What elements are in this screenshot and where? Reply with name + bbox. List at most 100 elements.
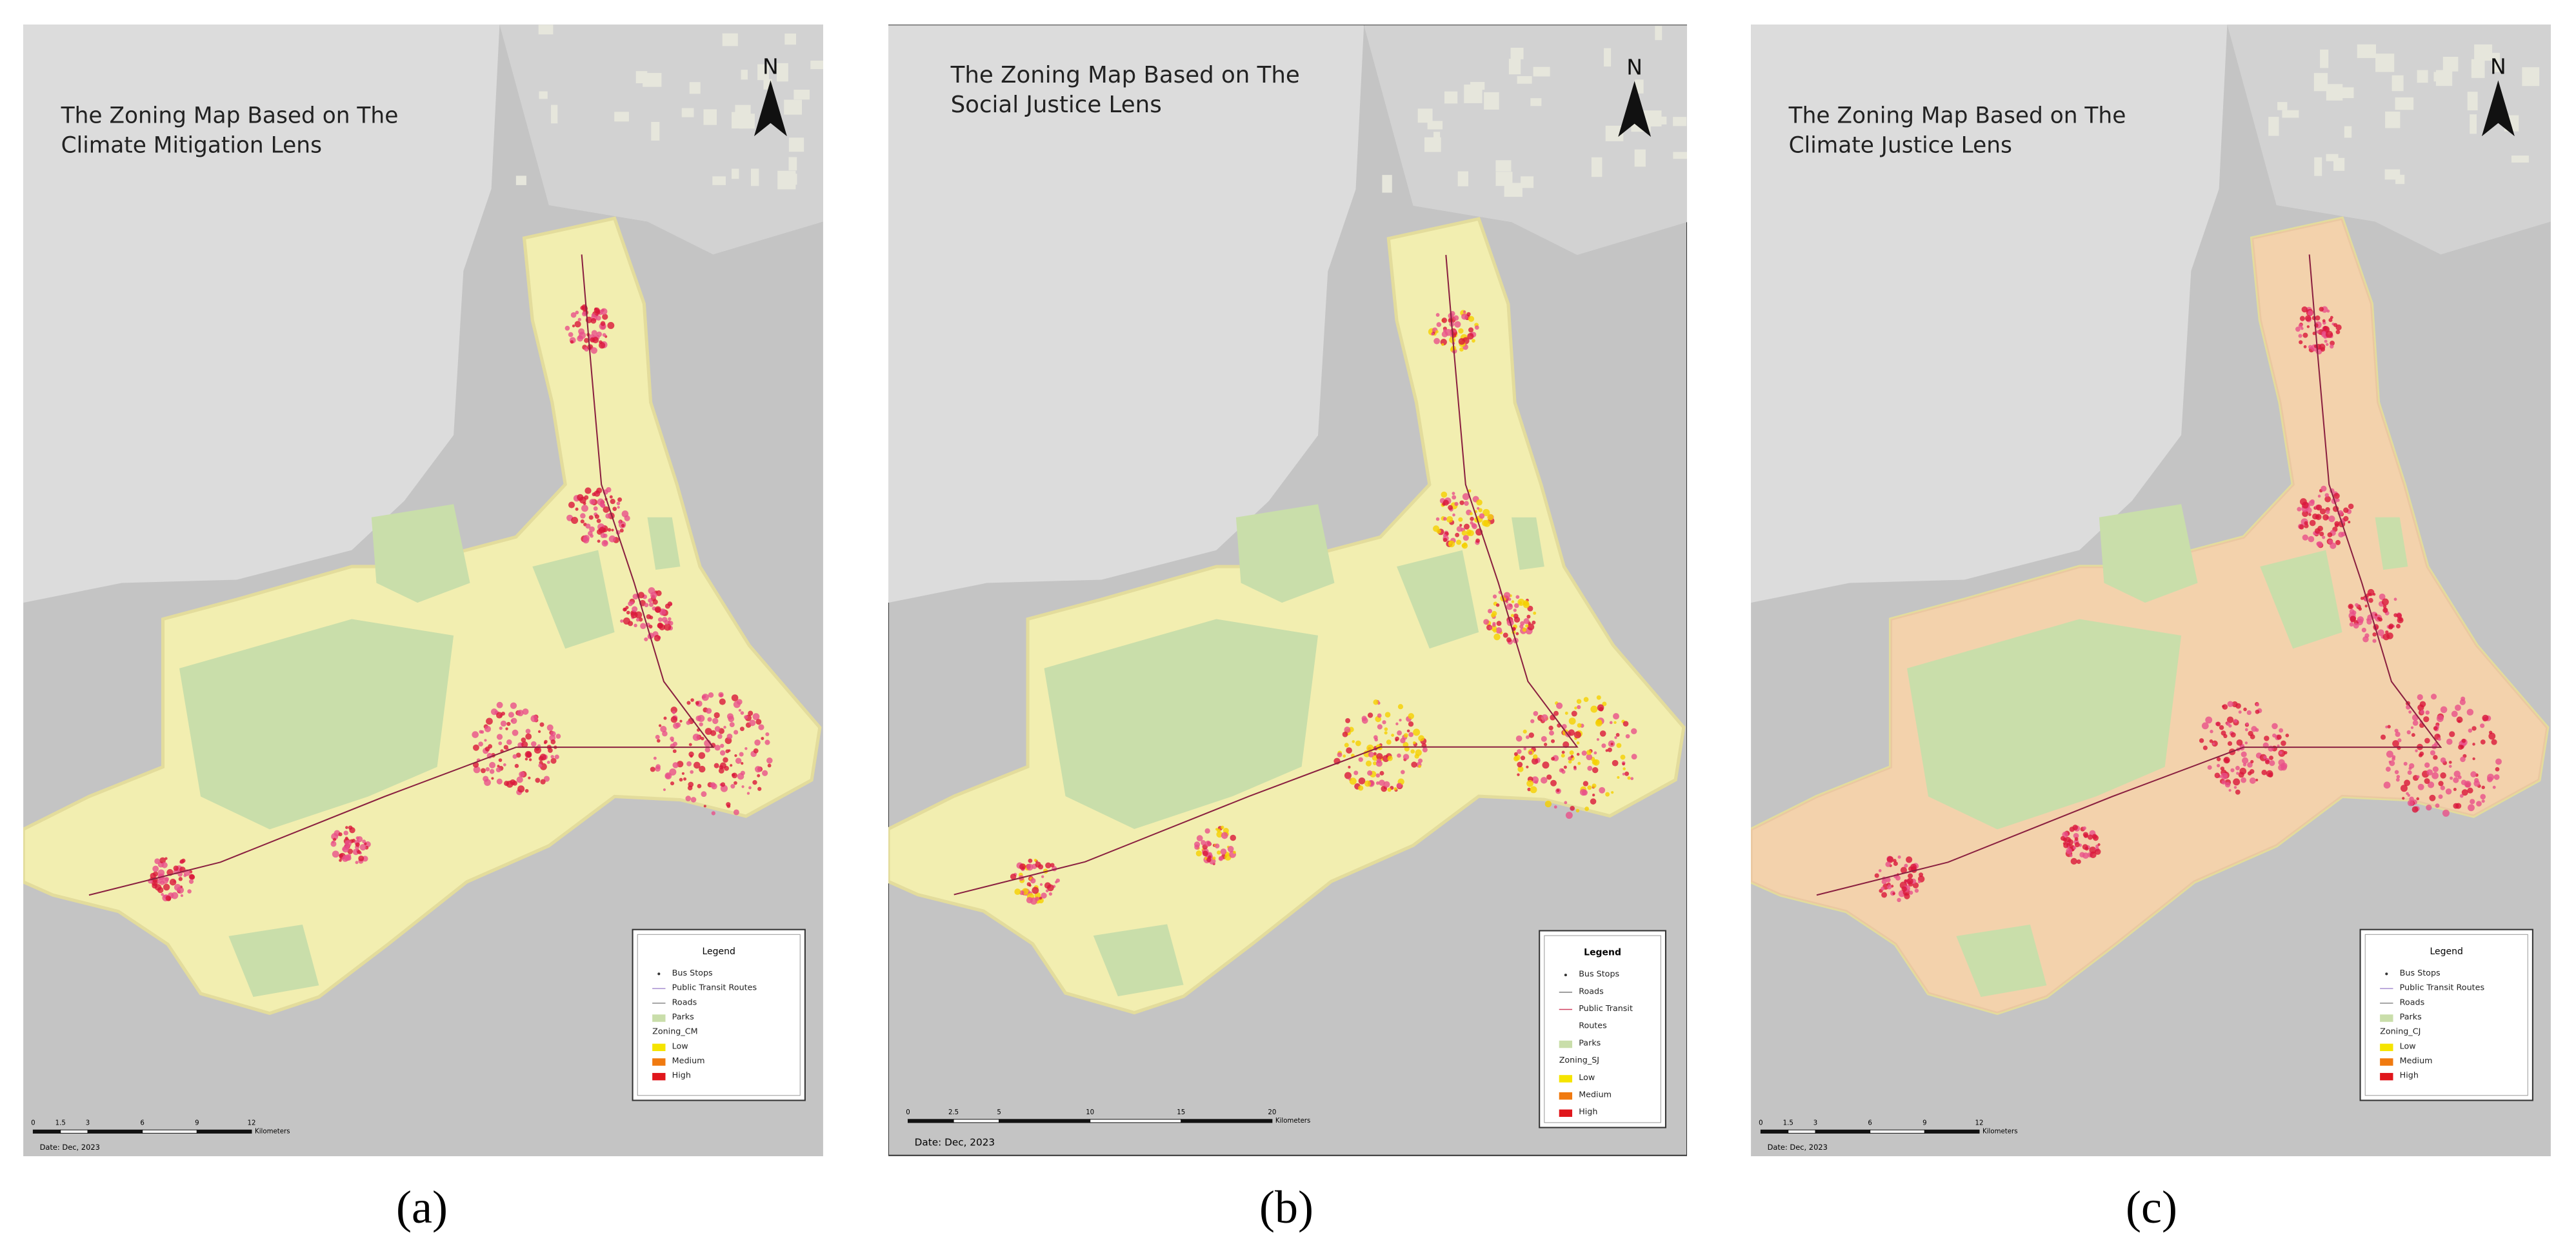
zone-spot [2226,716,2234,723]
zone-spot [2420,710,2424,714]
land-patch [1591,157,1603,177]
zone-spot [2244,741,2248,745]
zone-spot [2395,731,2401,737]
land [1364,25,1687,256]
zone-spot [1528,732,1534,738]
zone-spot [525,728,531,734]
zone-spot [588,515,594,520]
zone-spot [1413,728,1421,736]
land-patch [1530,98,1542,106]
zone-spot [718,692,724,697]
zone-spot [730,764,733,767]
zone-spot [672,749,677,754]
legend-item: Parks [672,1012,694,1021]
zone-spot [2072,846,2077,850]
zone-spot [1541,736,1547,742]
zone-spot [592,337,599,344]
zone-spot [667,601,673,606]
zone-spot [2230,732,2236,738]
zone-spot [1622,721,1629,727]
zone-spot [1514,603,1519,608]
zone-spot [600,308,608,316]
zone-spot [695,701,699,705]
zone-spot [2460,756,2466,763]
zone-spot [734,730,739,735]
zone-spot [1515,735,1523,742]
zone-spot [584,487,592,494]
zone-spot [1583,781,1589,787]
zone-spot [1900,867,1908,874]
zone-spot [2461,789,2468,796]
zone-spot [1406,729,1410,733]
zone-spot [1401,770,1405,774]
zone-spot [1435,517,1440,521]
land-patch [722,33,738,46]
zone-spot [1467,333,1474,340]
zone-spot [1384,731,1388,735]
zone-spot [581,311,587,317]
zone-spot [2348,521,2351,524]
zone-spot [2209,739,2213,743]
zone-spot [732,772,737,779]
zone-spot [640,623,646,629]
zone-spot [688,781,694,788]
zone-spot [1010,874,1017,880]
zone-spot [648,598,653,603]
caption: (c) [2126,1181,2177,1233]
zone-spot [2424,737,2430,744]
zone-spot [1571,710,1577,717]
caption: (a) [396,1181,448,1233]
zone-spot [1577,723,1582,728]
legend-item: Roads [2400,997,2425,1007]
scale-label: 0 [1759,1120,1762,1127]
zone-spot [590,347,597,354]
scale-bar-segment [1815,1129,1871,1134]
park [179,619,454,830]
zone-spot [2426,804,2432,811]
scale-label: 6 [1868,1120,1872,1127]
zone-spot [1519,601,1523,605]
zone-spot [590,317,597,324]
zone-spot [698,752,706,759]
zone-spot [498,758,503,762]
zone-spot [704,728,712,735]
zone-spot [343,830,348,836]
zone-spot [690,754,693,758]
zone-spot [658,724,662,727]
zone-spot [504,781,510,787]
zone-spot [1379,770,1384,776]
zone-spot [1559,768,1564,773]
zone-spot [1418,758,1423,763]
zone-spot [1627,776,1631,780]
zone-spot [1345,717,1351,723]
zone-spot [1527,623,1535,630]
zone-spot [1397,730,1403,736]
legend-swatch [2380,1072,2393,1081]
zone-spot [632,606,638,612]
zone-spot [1592,759,1598,765]
zone-spot [2364,633,2370,638]
zone-spot [655,734,660,739]
zone-spot [2472,743,2475,746]
zone-spot [2242,757,2249,764]
zone-spot [2482,714,2489,721]
zone-spot [1379,779,1385,787]
land-patch [2340,87,2354,99]
zone-spot [719,698,726,705]
zone-spot [1590,798,1597,805]
map-title: The Zoning Map Based on The [61,103,399,129]
zone-spot [765,732,770,737]
zone-spot [2269,756,2273,761]
zone-spot [2419,701,2426,708]
zone-spot [570,312,577,318]
zone-spot [564,325,570,331]
zone-spot [753,748,759,754]
zone-spot [2324,496,2331,503]
zone-spot [1546,774,1552,780]
zone-spot [2466,708,2474,716]
land-patch [2467,92,2478,110]
zone-spot [2432,766,2439,772]
zone-spot [701,791,707,797]
zone-spot [2243,707,2247,712]
legend-inner [2364,934,2528,1096]
